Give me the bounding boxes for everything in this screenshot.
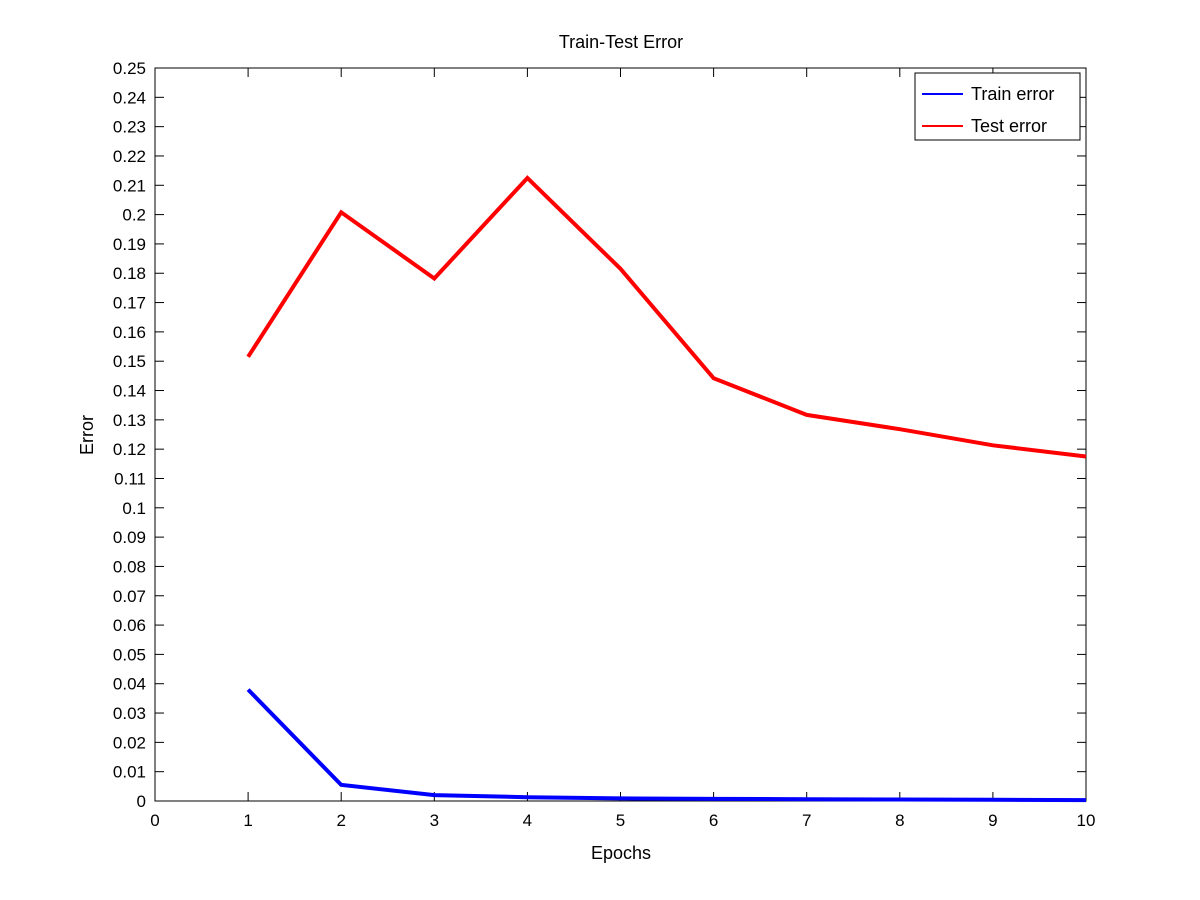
x-tick-label: 10	[1077, 811, 1096, 830]
legend-label-test-error: Test error	[971, 116, 1047, 136]
plot-area: 0 1 2 3 4 5 6 7 8 9 10 0 0.01 0.02 0.03 0.04 0.05 0.06 0.0…	[113, 59, 1096, 830]
y-tick-label: 0.13	[113, 411, 146, 430]
test-error-line	[246, 175, 1087, 459]
x-tick-label: 9	[988, 811, 997, 830]
y-tick-label: 0.25	[113, 59, 146, 78]
x-tick-label: 6	[709, 811, 718, 830]
y-axis-label: Error	[77, 415, 97, 455]
y-tick-label: 0.14	[113, 382, 146, 401]
y-tick-label: 0.05	[113, 645, 146, 664]
x-tick-label: 1	[243, 811, 252, 830]
y-tick-label: 0.24	[113, 88, 146, 107]
chart-title: Train-Test Error	[559, 32, 683, 52]
y-tick-label: 0.01	[113, 763, 146, 782]
y-tick-label: 0.19	[113, 235, 146, 254]
y-tick-label: 0.21	[113, 176, 146, 195]
legend-label-train-error: Train error	[971, 84, 1054, 104]
legend-box	[914, 72, 1081, 141]
x-tick-label: 7	[802, 811, 811, 830]
x-tick-label: 0	[150, 811, 159, 830]
x-tick-label: 8	[895, 811, 904, 830]
y-tick-label: 0.11	[114, 469, 146, 488]
y-tick-label: 0.23	[113, 118, 146, 137]
y-tick-label: 0	[137, 792, 146, 811]
y-tick-label: 0.04	[113, 675, 146, 694]
y-tick-label: 0.07	[113, 587, 146, 606]
y-tick-label: 0.15	[113, 352, 146, 371]
y-tick-label: 0.03	[113, 704, 146, 723]
x-tick-label: 2	[336, 811, 345, 830]
y-tick-label: 0.17	[113, 294, 146, 313]
x-tick-label: 3	[430, 811, 439, 830]
y-tick-label: 0.02	[113, 733, 146, 752]
y-tick-label: 0.2	[122, 206, 146, 225]
x-tick-label: 5	[616, 811, 625, 830]
y-tick-label: 0.08	[113, 557, 146, 576]
x-tick-label: 4	[523, 811, 532, 830]
y-tick-label: 0.16	[113, 323, 146, 342]
y-tick-label: 0.22	[113, 147, 146, 166]
y-tick-label: 0.09	[113, 528, 146, 547]
y-tick-label: 0.12	[113, 440, 146, 459]
y-tick-label: 0.1	[122, 499, 146, 518]
y-tick-label: 0.18	[113, 264, 146, 283]
train-error-line	[246, 688, 1087, 803]
x-axis-label: Epochs	[591, 843, 651, 863]
legend: Train error Test error	[914, 72, 1081, 141]
y-tick-label: 0.06	[113, 616, 146, 635]
